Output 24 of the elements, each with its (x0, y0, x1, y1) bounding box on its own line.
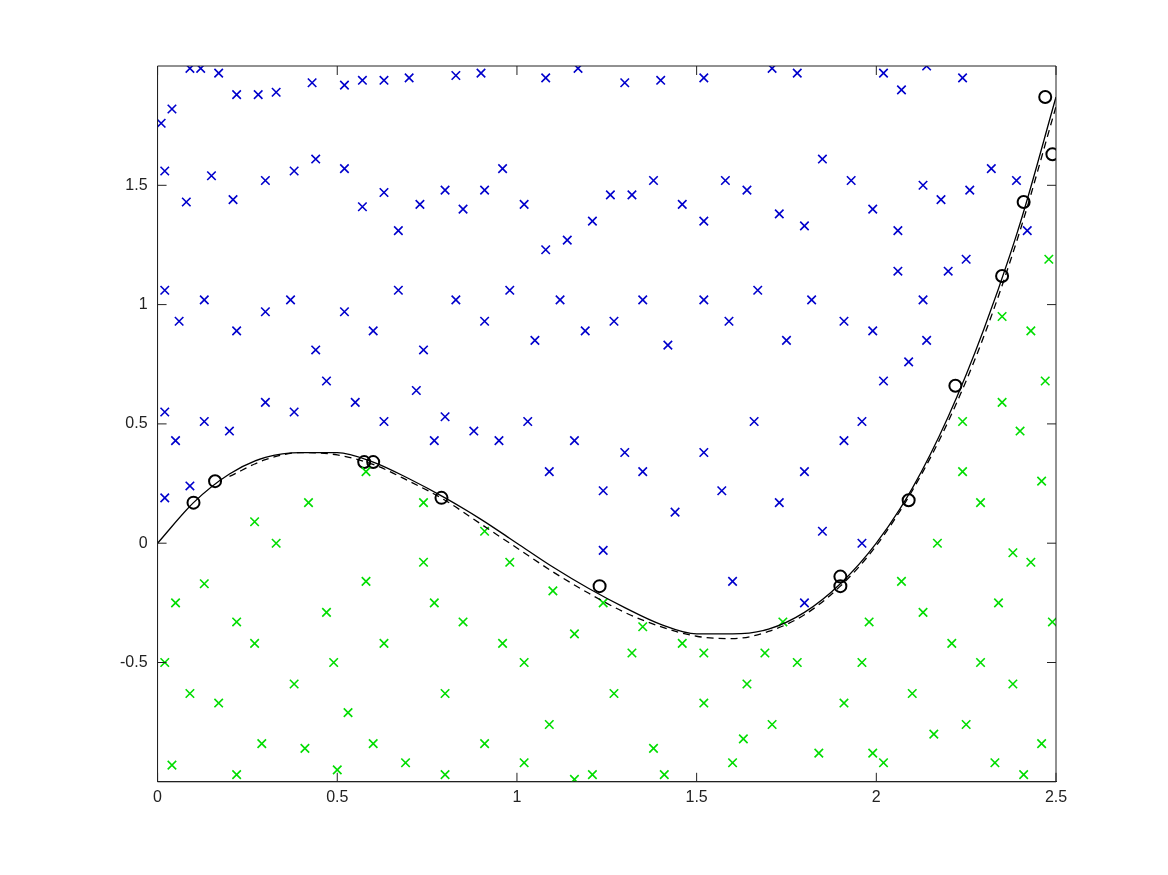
y-tick-label: -0.5 (119, 652, 148, 670)
x-tick-label: 0.5 (326, 787, 349, 805)
y-tick-label: 0.5 (125, 414, 148, 432)
x-tick-label: 1.5 (685, 787, 708, 805)
point (901, 493, 916, 508)
y-tick-label: 0 (138, 533, 148, 551)
point (434, 490, 449, 505)
point (208, 474, 223, 489)
point (186, 495, 201, 510)
point (995, 268, 1010, 283)
y-tick-label: 1 (138, 295, 148, 313)
x-tick-label: 1 (512, 787, 522, 805)
point (592, 579, 607, 594)
x-tick-label: 2.5 (1044, 787, 1068, 805)
point (948, 378, 963, 393)
point (833, 569, 848, 584)
point (833, 579, 848, 594)
point (357, 455, 372, 470)
point (1016, 195, 1031, 209)
point (1038, 90, 1053, 105)
x-tick-label: 0 (153, 787, 163, 805)
x-tick-label: 2 (871, 787, 881, 805)
point (366, 455, 381, 470)
y-tick-label: 1.5 (125, 175, 148, 193)
